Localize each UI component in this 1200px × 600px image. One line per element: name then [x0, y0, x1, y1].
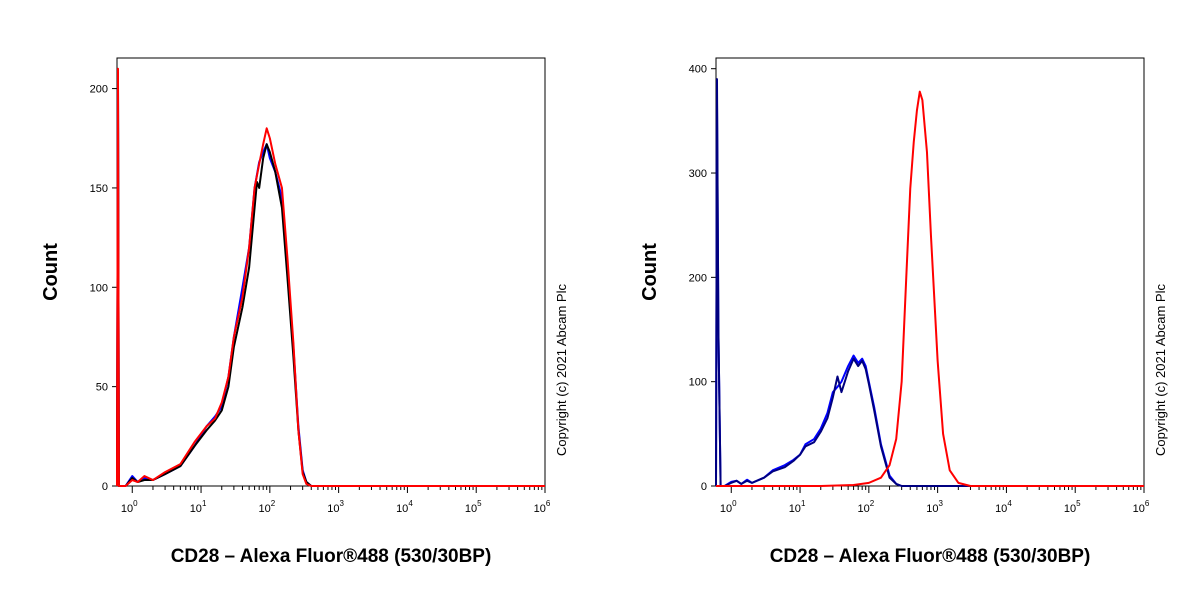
x-tick-label: 100: [720, 499, 737, 515]
x-tick-label: 102: [258, 499, 275, 515]
copyright-annotation-left: Copyright (c) 2021 Abcam Plc: [554, 284, 569, 456]
x-tick-label: 103: [327, 499, 344, 515]
y-tick-label: 0: [102, 481, 108, 493]
plot-frame-left: [116, 57, 546, 487]
y-tick-label: 200: [90, 84, 108, 96]
x-tick-label: 106: [534, 499, 551, 515]
histogram-series-0: [715, 99, 1144, 487]
histogram-series-1: [116, 71, 545, 487]
y-tick-label: 100: [90, 282, 108, 294]
chart-panel-left: 0 50 100 150 200 100 101 102 103 104 105 106 Count…: [40, 57, 569, 567]
histogram-series-0: [116, 77, 545, 487]
x-ticks-left: 100 101 102 103 104 105 106: [121, 486, 551, 515]
curves-left: [116, 67, 545, 487]
y-axis-label-left: Count: [40, 243, 62, 301]
x-tick-label: 102: [857, 499, 874, 515]
x-tick-label: 103: [926, 499, 943, 515]
x-axis-label-left: CD28 – Alexa Fluor®488 (530/30BP): [171, 546, 492, 567]
copyright-annotation-right: Copyright (c) 2021 Abcam Plc: [1153, 284, 1168, 456]
x-tick-label: 100: [121, 499, 138, 515]
x-ticks-right: 100 101 102 103 104 105 106: [720, 486, 1150, 515]
x-tick-label: 105: [465, 499, 482, 515]
plot-frame-right: [715, 57, 1145, 487]
x-tick-label: 101: [789, 499, 806, 515]
chart-panel-right: 0 100 200 300 400 100 101 102 103 104 105 106 Coun…: [639, 57, 1168, 567]
histogram-series-2: [716, 90, 1144, 487]
x-tick-label: 104: [995, 499, 1012, 515]
y-tick-label: 150: [90, 183, 108, 195]
curves-right: [715, 78, 1144, 487]
x-tick-label: 105: [1064, 499, 1081, 515]
y-tick-label: 300: [689, 168, 707, 180]
y-tick-label: 200: [689, 272, 707, 284]
x-tick-label: 101: [190, 499, 207, 515]
x-tick-label: 106: [1133, 499, 1150, 515]
histogram-series-1: [715, 78, 1144, 487]
x-tick-label: 104: [396, 499, 413, 515]
y-ticks-left: 0 50 100 150 200: [90, 84, 117, 493]
histogram-series-2: [116, 67, 545, 487]
y-axis-label-right: Count: [639, 243, 661, 301]
y-tick-label: 100: [689, 377, 707, 389]
y-tick-label: 400: [689, 64, 707, 76]
y-ticks-right: 0 100 200 300 400: [689, 64, 716, 493]
y-tick-label: 0: [701, 481, 707, 493]
y-tick-label: 50: [96, 382, 108, 394]
x-axis-label-right: CD28 – Alexa Fluor®488 (530/30BP): [770, 546, 1091, 567]
